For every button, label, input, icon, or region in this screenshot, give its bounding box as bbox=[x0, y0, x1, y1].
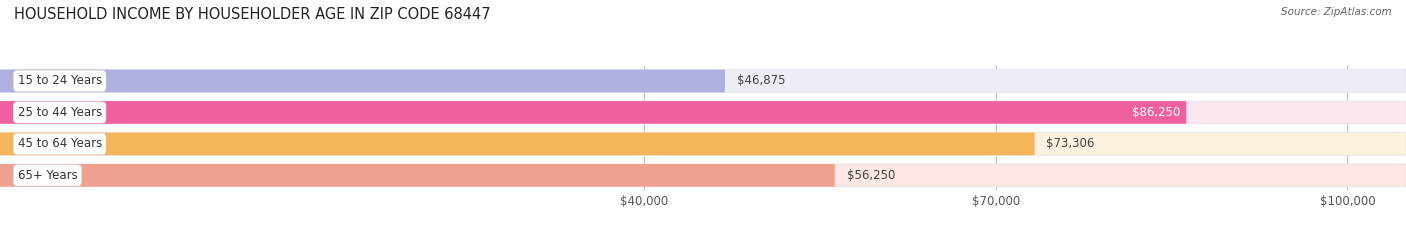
FancyBboxPatch shape bbox=[0, 70, 1406, 92]
FancyBboxPatch shape bbox=[0, 133, 1406, 155]
Text: $56,250: $56,250 bbox=[846, 169, 894, 182]
Text: 65+ Years: 65+ Years bbox=[17, 169, 77, 182]
FancyBboxPatch shape bbox=[0, 101, 1187, 124]
Text: $73,306: $73,306 bbox=[1046, 137, 1095, 150]
FancyBboxPatch shape bbox=[0, 164, 835, 187]
FancyBboxPatch shape bbox=[0, 101, 1406, 124]
Text: HOUSEHOLD INCOME BY HOUSEHOLDER AGE IN ZIP CODE 68447: HOUSEHOLD INCOME BY HOUSEHOLDER AGE IN Z… bbox=[14, 7, 491, 22]
Text: 45 to 64 Years: 45 to 64 Years bbox=[17, 137, 101, 150]
Text: $46,875: $46,875 bbox=[737, 75, 785, 87]
Text: 15 to 24 Years: 15 to 24 Years bbox=[17, 75, 101, 87]
FancyBboxPatch shape bbox=[0, 133, 1035, 155]
FancyBboxPatch shape bbox=[0, 70, 725, 92]
Text: $86,250: $86,250 bbox=[1132, 106, 1181, 119]
Text: Source: ZipAtlas.com: Source: ZipAtlas.com bbox=[1281, 7, 1392, 17]
Text: 25 to 44 Years: 25 to 44 Years bbox=[17, 106, 101, 119]
FancyBboxPatch shape bbox=[0, 164, 1406, 187]
